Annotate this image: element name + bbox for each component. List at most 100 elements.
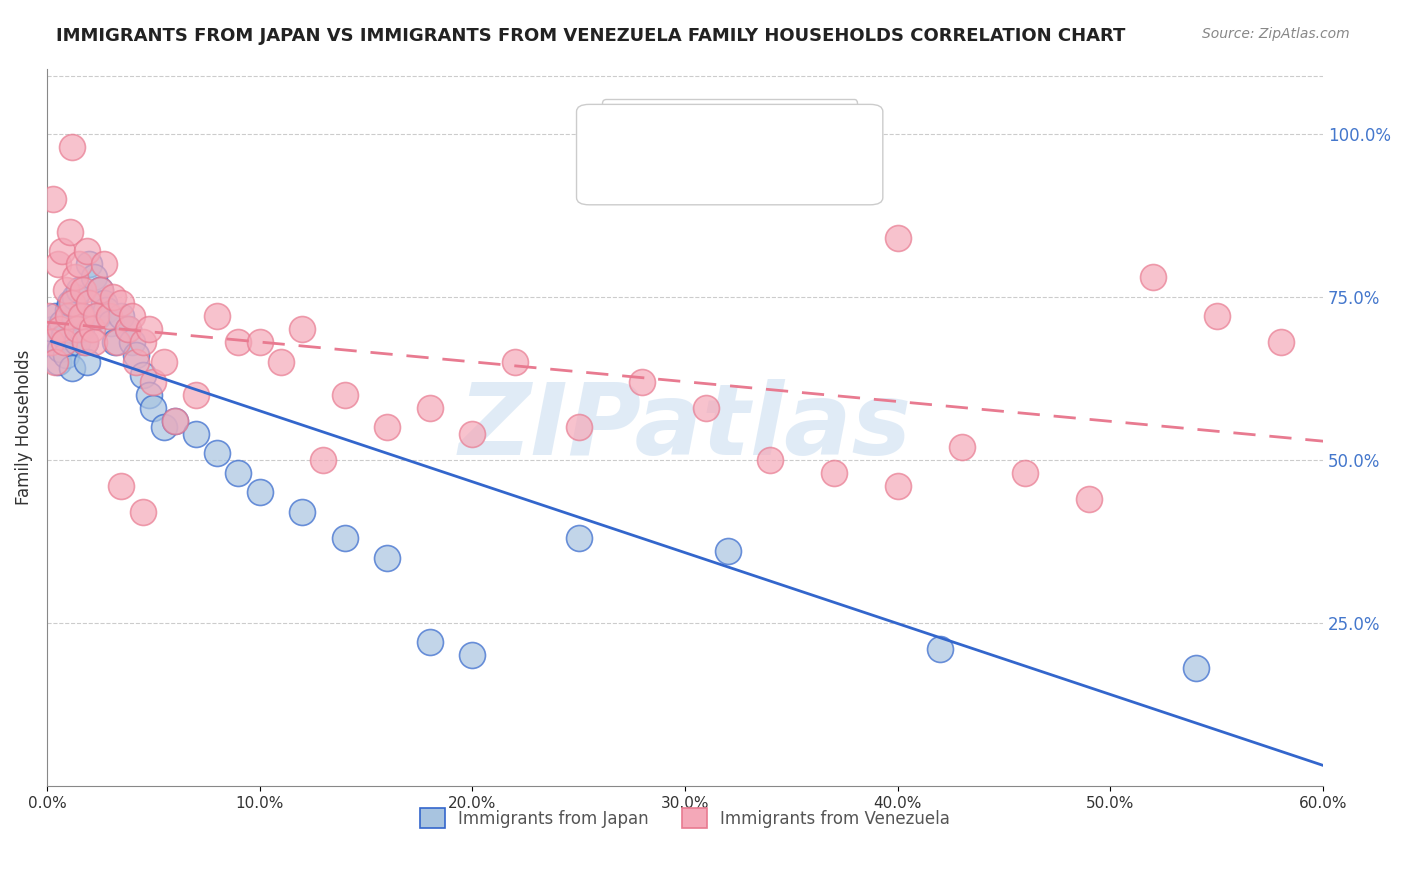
Immigrants from Venezuela [38,310,60,324]
Immigrants from Venezuela [52,335,75,350]
Immigrants from Venezuela [270,355,292,369]
Legend: Immigrants from Japan, Immigrants from Venezuela: Immigrants from Japan, Immigrants from V… [413,801,957,835]
Immigrants from Venezuela [131,505,153,519]
Immigrants from Japan [67,283,90,297]
Immigrants from Japan [63,290,86,304]
Immigrants from Japan [51,316,73,330]
Immigrants from Venezuela [70,310,93,324]
Immigrants from Venezuela [228,335,250,350]
Immigrants from Japan [42,322,65,336]
Immigrants from Japan [55,348,77,362]
Immigrants from Venezuela [110,296,132,310]
Immigrants from Venezuela [184,387,207,401]
Immigrants from Venezuela [631,375,654,389]
Immigrants from Japan [83,270,105,285]
Immigrants from Japan [104,335,127,350]
Immigrants from Venezuela [759,452,782,467]
Immigrants from Venezuela [950,440,973,454]
Immigrants from Japan [163,414,186,428]
Immigrants from Venezuela [51,244,73,258]
Immigrants from Japan [72,310,94,324]
Immigrants from Venezuela [1014,466,1036,480]
Immigrants from Venezuela [1205,310,1227,324]
Immigrants from Venezuela [101,290,124,304]
Immigrants from Venezuela [163,414,186,428]
Immigrants from Venezuela [42,192,65,206]
Immigrants from Venezuela [249,335,271,350]
Immigrants from Venezuela [419,401,441,415]
Immigrants from Venezuela [97,310,120,324]
Immigrants from Japan [93,296,115,310]
Immigrants from Japan [76,355,98,369]
Immigrants from Japan [75,335,97,350]
Immigrants from Japan [291,505,314,519]
Immigrants from Japan [46,355,69,369]
Immigrants from Venezuela [375,420,398,434]
Immigrants from Venezuela [886,231,908,245]
Immigrants from Japan [142,401,165,415]
Immigrants from Japan [375,550,398,565]
Immigrants from Venezuela [105,335,128,350]
Immigrants from Venezuela [84,310,107,324]
Immigrants from Venezuela [59,225,82,239]
Immigrants from Japan [79,257,101,271]
Immigrants from Venezuela [291,322,314,336]
Immigrants from Japan [249,485,271,500]
Immigrants from Venezuela [44,355,66,369]
Immigrants from Venezuela [1270,335,1292,350]
Immigrants from Japan [52,329,75,343]
Text: Source: ZipAtlas.com: Source: ZipAtlas.com [1202,27,1350,41]
Immigrants from Japan [125,348,148,362]
Immigrants from Venezuela [503,355,526,369]
Immigrants from Venezuela [138,322,160,336]
Immigrants from Japan [117,322,139,336]
Immigrants from Japan [66,335,89,350]
Immigrants from Venezuela [56,310,79,324]
Immigrants from Japan [228,466,250,480]
Immigrants from Japan [96,302,118,317]
Immigrants from Venezuela [76,244,98,258]
Immigrants from Japan [1354,622,1376,636]
Immigrants from Venezuela [62,296,84,310]
Immigrants from Japan [62,361,84,376]
Immigrants from Venezuela [67,257,90,271]
Immigrants from Japan [121,335,143,350]
Immigrants from Japan [87,310,110,324]
Immigrants from Venezuela [117,322,139,336]
Immigrants from Venezuela [823,466,845,480]
Immigrants from Japan [39,335,62,350]
Immigrants from Venezuela [62,140,84,154]
Immigrants from Venezuela [886,479,908,493]
Immigrants from Japan [56,302,79,317]
Immigrants from Venezuela [312,452,335,467]
Immigrants from Venezuela [695,401,717,415]
Immigrants from Venezuela [80,322,103,336]
Immigrants from Venezuela [333,387,356,401]
Immigrants from Japan [44,310,66,324]
Immigrants from Japan [333,531,356,545]
Immigrants from Japan [89,283,111,297]
Immigrants from Venezuela [568,420,591,434]
Immigrants from Venezuela [121,310,143,324]
Immigrants from Japan [59,296,82,310]
Immigrants from Venezuela [153,355,176,369]
Immigrants from Japan [419,635,441,649]
Immigrants from Japan [205,446,228,460]
Immigrants from Japan [461,648,484,663]
Immigrants from Venezuela [48,322,70,336]
Immigrants from Venezuela [46,257,69,271]
Immigrants from Venezuela [72,283,94,297]
Immigrants from Venezuela [93,257,115,271]
Immigrants from Japan [70,322,93,336]
Immigrants from Japan [110,310,132,324]
Immigrants from Venezuela [142,375,165,389]
Immigrants from Japan [100,316,122,330]
Immigrants from Japan [716,544,738,558]
Immigrants from Venezuela [63,270,86,285]
Immigrants from Venezuela [39,335,62,350]
Immigrants from Japan [138,387,160,401]
Immigrants from Japan [153,420,176,434]
Immigrants from Venezuela [79,296,101,310]
FancyBboxPatch shape [576,104,883,205]
Immigrants from Japan [131,368,153,382]
